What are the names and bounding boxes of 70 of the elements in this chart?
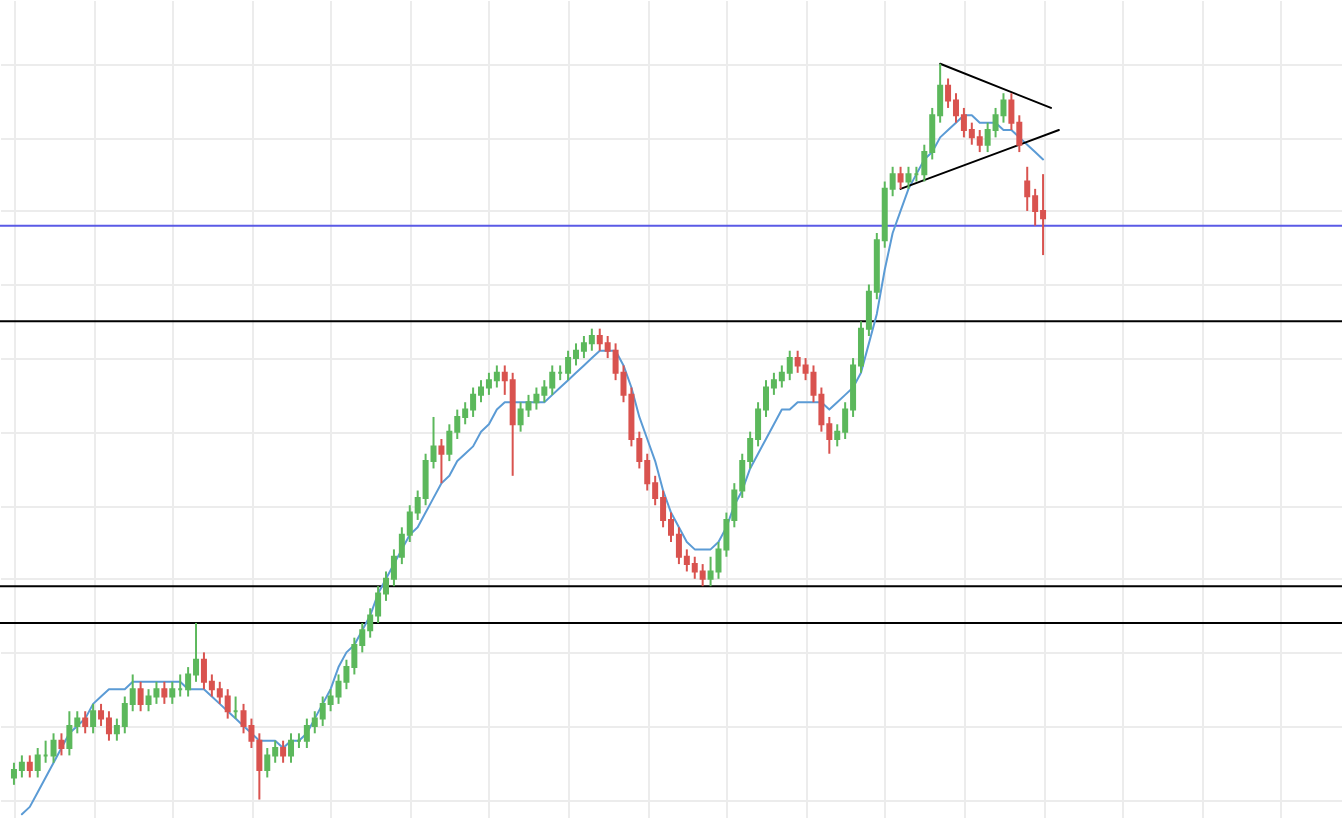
candlestick: [968, 121, 975, 146]
candlestick: [82, 710, 89, 735]
candlestick: [699, 563, 706, 588]
candlestick: [10, 761, 17, 786]
candlestick: [98, 702, 105, 727]
candlestick: [897, 165, 904, 190]
candlestick: [660, 489, 667, 529]
candlestick: [216, 680, 223, 705]
candlestick: [375, 585, 382, 624]
candlestick: [422, 452, 429, 507]
candlestick: [945, 77, 952, 109]
candlestick: [509, 371, 516, 477]
candlestick: [311, 710, 318, 735]
candlestick: [675, 526, 682, 566]
candlestick: [272, 739, 279, 764]
candlestick: [34, 747, 41, 779]
candlestick: [26, 754, 33, 779]
candlestick: [525, 393, 532, 418]
candlestick: [517, 401, 524, 433]
candlestick: [105, 710, 112, 742]
candlestick: [533, 386, 540, 411]
candlestick: [200, 651, 207, 691]
candlestick: [145, 688, 152, 713]
candlestick: [478, 379, 485, 404]
candlestick: [438, 438, 445, 485]
candlestick: [905, 165, 912, 190]
candlestick: [121, 695, 128, 735]
candlestick: [493, 364, 500, 389]
candlestick: [256, 732, 263, 801]
candlestick: [446, 423, 453, 463]
candlestick: [573, 342, 580, 367]
candlestick: [50, 732, 57, 764]
candlestick: [541, 379, 548, 404]
candlestick: [691, 555, 698, 580]
candlestick: [288, 732, 295, 764]
candlestick: [485, 371, 492, 396]
candlestick: [18, 754, 25, 779]
candlestick: [193, 621, 200, 683]
candlestick: [952, 92, 959, 124]
candlestick: [58, 732, 65, 757]
candlestick: [153, 680, 160, 705]
candlestick: [351, 636, 358, 676]
candlestick: [319, 695, 326, 727]
candlestick: [224, 688, 231, 720]
candlestick: [786, 349, 793, 382]
candlestick: [596, 327, 603, 352]
candlestick: [66, 710, 73, 757]
candlestick: [1040, 173, 1047, 257]
candlestick: [264, 747, 271, 779]
candlestick: [580, 335, 587, 360]
candlestick: [778, 364, 785, 389]
candlestick: [185, 666, 192, 698]
candlestick: [549, 364, 556, 396]
candlestick: [90, 702, 97, 735]
candlestick: [137, 680, 144, 713]
candlestick: [588, 327, 595, 352]
candlestick: [169, 680, 176, 705]
candlestick: [161, 680, 168, 705]
candlestick: [470, 386, 477, 418]
candlestick: [462, 401, 469, 426]
candlestick: [960, 106, 967, 139]
candlestick: [984, 121, 991, 154]
candlestick: [976, 129, 983, 154]
candlestick: [303, 717, 310, 750]
candlestick: [1024, 165, 1031, 212]
candlestick: [1032, 187, 1039, 227]
candlestick: [794, 349, 801, 374]
candlestick: [327, 688, 334, 713]
candlestick: [280, 739, 287, 764]
candlestick: [565, 349, 572, 382]
